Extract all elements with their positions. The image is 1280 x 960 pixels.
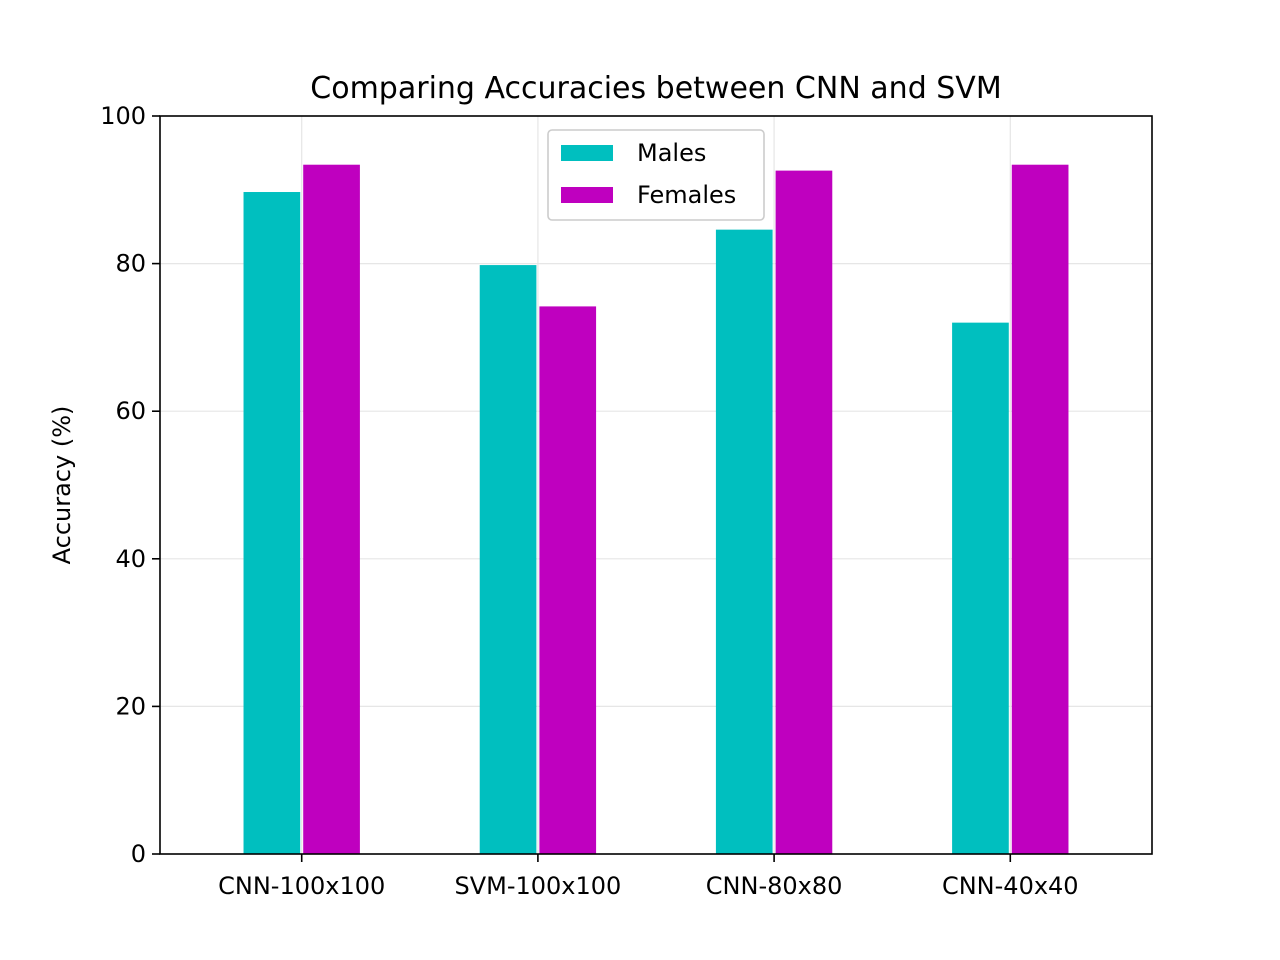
y-tick-label: 0 — [131, 840, 146, 868]
y-tick-label: 100 — [100, 102, 146, 130]
y-tick-label: 20 — [115, 692, 146, 720]
y-tick-label: 80 — [115, 250, 146, 278]
bars — [243, 164, 1069, 855]
bar-males-2 — [715, 229, 773, 855]
legend: Males Females — [547, 129, 765, 221]
chart-title: Comparing Accuracies between CNN and SVM — [310, 71, 1001, 106]
bar-females-1 — [539, 306, 597, 854]
legend-label-males: Males — [637, 139, 706, 167]
legend-swatch-males — [561, 145, 613, 161]
bar-males-1 — [479, 265, 537, 854]
bar-females-3 — [1011, 164, 1069, 854]
legend-label-females: Females — [637, 181, 736, 209]
x-tick-label: CNN-40x40 — [942, 872, 1079, 900]
x-tick-label: SVM-100x100 — [454, 872, 621, 900]
y-tick-label: 60 — [115, 397, 146, 425]
bar-females-0 — [303, 164, 360, 854]
x-tick-label: CNN-80x80 — [706, 872, 843, 900]
y-axis: 0 20 40 60 80 100 — [100, 102, 160, 868]
bar-males-0 — [243, 192, 301, 854]
bar-males-3 — [952, 322, 1009, 854]
y-tick-label: 40 — [115, 545, 146, 573]
legend-swatch-females — [561, 187, 613, 203]
plot-frame — [159, 115, 1153, 855]
bar-females-2 — [775, 170, 833, 854]
x-tick-label: CNN-100x100 — [218, 872, 385, 900]
y-axis-label: Accuracy (%) — [48, 406, 76, 565]
x-axis: CNN-100x100 SVM-100x100 CNN-80x80 CNN-40x40 — [218, 854, 1079, 900]
